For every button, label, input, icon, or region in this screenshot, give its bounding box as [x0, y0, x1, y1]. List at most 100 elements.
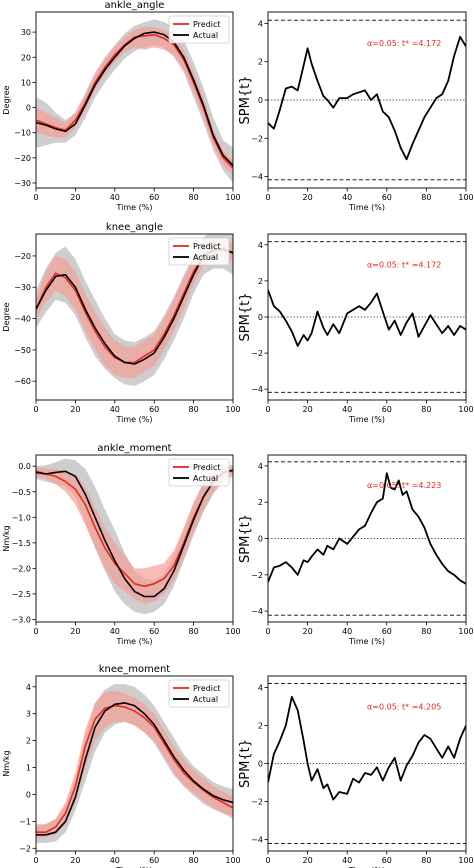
legend-label-actual: Actual [193, 474, 218, 483]
y-tick-label: 2 [258, 721, 263, 730]
x-axis-label: Time (%) [348, 637, 385, 646]
x-tick-label: 40 [342, 405, 352, 414]
x-tick-label: 60 [382, 856, 392, 865]
series-line-predict [36, 704, 233, 833]
x-tick-label: 60 [149, 627, 159, 636]
y-axis-label: SPM{t} [238, 514, 253, 563]
x-tick-label: 100 [225, 193, 240, 202]
y-tick-label: 0 [258, 535, 263, 544]
x-tick-label: 80 [421, 856, 431, 865]
y-tick-label: −20 [14, 154, 31, 163]
panel-1: 0 20 40 60 80 100 −30 −20 −10 0 10 20 30 Time (%) Degr… [2, 0, 241, 212]
x-tick-label: 40 [110, 627, 120, 636]
x-tick-label: 40 [342, 627, 352, 636]
spm-curve [268, 289, 466, 347]
y-tick-label: 2 [258, 498, 263, 507]
axes-frame [35, 454, 234, 623]
x-axis-label: Time (%) [348, 866, 385, 868]
y-axis-label: Nm/kg [2, 525, 11, 551]
y-tick-label: −2 [251, 798, 263, 807]
threshold-annotation: α=0.05: t* =4.223 [367, 481, 441, 490]
x-tick-label: 60 [149, 405, 159, 414]
y-tick-label: 2 [26, 737, 31, 746]
plot-area [36, 684, 233, 843]
threshold-annotation: α=0.05: t* =4.172 [367, 261, 441, 270]
legend-label-predict: Predict [193, 20, 221, 29]
x-tick-label: 80 [189, 856, 199, 865]
panel-3: 0 20 40 60 80 100 −60 −50 −40 −30 −20 Time (%) Degre… [2, 222, 241, 424]
x-tick-label: 20 [70, 405, 80, 414]
y-tick-label: 30 [21, 28, 31, 37]
y-tick-label: −30 [14, 179, 31, 188]
x-tick-label: 100 [458, 193, 473, 202]
legend-label-actual: Actual [193, 695, 218, 704]
y-tick-label: −2.5 [12, 590, 31, 599]
chart-title: knee_moment [99, 664, 171, 675]
plot-area [36, 19, 233, 183]
y-tick-label: −0.5 [12, 488, 31, 497]
x-axis-label: Time (%) [116, 203, 153, 212]
axes-frame [35, 11, 234, 189]
y-tick-label: −4 [251, 385, 263, 394]
x-tick-label: 40 [342, 193, 352, 202]
x-tick-label: 100 [458, 405, 473, 414]
x-axis-label: Time (%) [348, 415, 385, 424]
x-tick-label: 0 [33, 405, 38, 414]
plot-area [36, 458, 233, 615]
x-tick-label: 0 [33, 856, 38, 865]
chart-title: ankle_moment [97, 443, 171, 454]
y-tick-label: 10 [21, 78, 31, 87]
band-predict [36, 27, 233, 176]
y-tick-label: 20 [21, 53, 31, 62]
series-line-actual [36, 31, 233, 166]
legend-box [168, 679, 230, 708]
x-tick-label: 80 [189, 627, 199, 636]
legend: Predict Actual [168, 237, 230, 266]
x-tick-label: 100 [225, 405, 240, 414]
axes-frame [35, 233, 234, 401]
band-predict [36, 690, 233, 838]
x-tick-label: 60 [382, 405, 392, 414]
x-tick-label: 80 [421, 405, 431, 414]
panel-5: 0 20 40 60 80 100 −3.0 −2.5 −2.0 −1.5 −1.0 −0.5 0.0 T… [2, 443, 241, 646]
legend-box [168, 237, 230, 266]
x-tick-label: 0 [265, 627, 270, 636]
x-tick-label: 40 [342, 856, 352, 865]
x-tick-label: 40 [110, 856, 120, 865]
threshold-annotation: α=0.05: t* =4.172 [367, 39, 441, 48]
y-tick-label: −2 [251, 571, 263, 580]
x-tick-label: 80 [189, 405, 199, 414]
threshold-annotation: α=0.05: t* =4.205 [367, 703, 441, 712]
y-axis-label: Degree [2, 85, 11, 114]
chart-title: ankle_angle [105, 0, 165, 11]
x-tick-label: 0 [33, 627, 38, 636]
legend-label-actual: Actual [193, 31, 218, 40]
legend-label-actual: Actual [193, 253, 218, 262]
spm-curve [268, 696, 466, 801]
y-tick-label: −2.0 [12, 564, 31, 573]
plot-area [268, 461, 466, 616]
y-tick-label: 4 [258, 241, 263, 250]
legend: Predict Actual [168, 15, 230, 44]
x-tick-label: 60 [149, 193, 159, 202]
y-tick-label: 3 [26, 710, 31, 719]
panel-7: 0 20 40 60 80 100 −2 −1 0 1 2 3 4 Time (%) Nm/kg knee_m… [2, 664, 241, 868]
x-tick-label: 20 [303, 627, 313, 636]
y-tick-label: 0 [26, 790, 31, 799]
y-tick-label: −4 [251, 836, 263, 845]
x-tick-label: 100 [225, 856, 240, 865]
y-tick-label: −30 [14, 283, 31, 292]
y-tick-label: 0.0 [18, 462, 31, 471]
legend-label-predict: Predict [193, 242, 221, 251]
x-tick-label: 20 [70, 193, 80, 202]
x-tick-label: 100 [458, 627, 473, 636]
y-tick-label: 0 [26, 104, 31, 113]
x-axis-label: Time (%) [116, 637, 153, 646]
y-tick-label: 0 [258, 760, 263, 769]
x-tick-label: 20 [303, 405, 313, 414]
y-tick-label: −2 [251, 349, 263, 358]
y-tick-label: 4 [26, 683, 31, 692]
y-tick-label: 4 [258, 19, 263, 28]
x-tick-label: 0 [265, 856, 270, 865]
